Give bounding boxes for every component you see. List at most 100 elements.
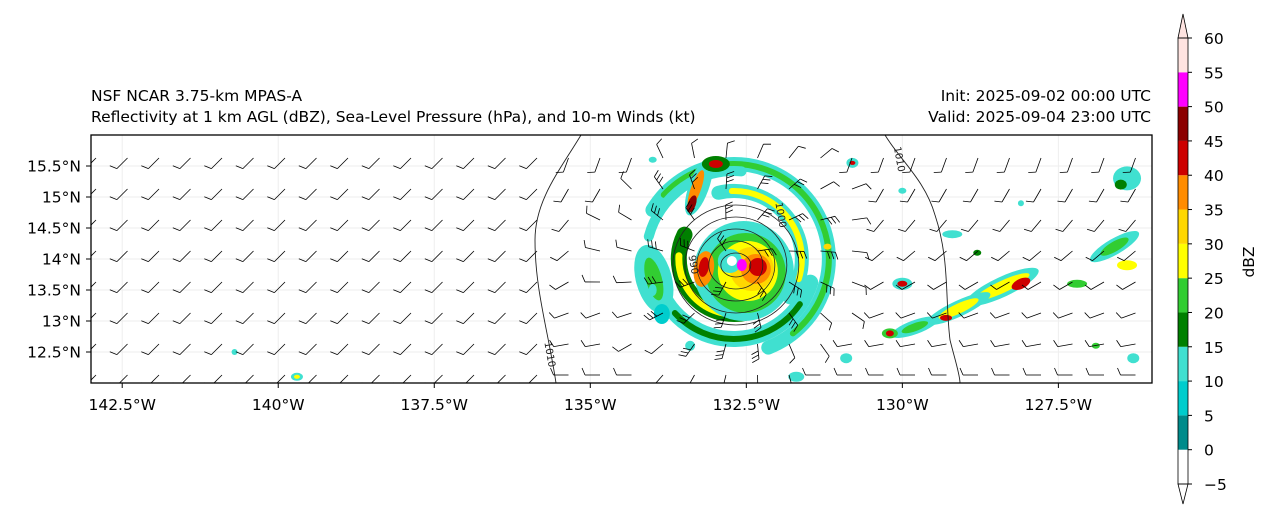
wind-barb [172, 281, 191, 293]
wind-barb [1021, 312, 1042, 319]
isobar-ring [720, 252, 752, 278]
wind-barb [298, 219, 317, 231]
wind-barb [652, 374, 664, 383]
wind-barb [393, 343, 412, 355]
wind-barb [141, 188, 160, 200]
wind-barb [267, 281, 286, 293]
pressure-contours: 1010 1010 1000 990 [534, 135, 961, 383]
wind-barb [1117, 250, 1136, 261]
wind-barb [141, 343, 160, 355]
colorbar-tick-label: −5 [1204, 476, 1227, 494]
wind-barb [788, 374, 794, 383]
wind-barb [141, 281, 160, 293]
wind-barb [1084, 340, 1105, 347]
wind-barb [788, 343, 796, 364]
wind-barb [393, 281, 412, 293]
wind-barb [895, 281, 916, 290]
wind-barb [788, 213, 809, 223]
wind-barb [456, 188, 475, 200]
wind-barb [172, 188, 191, 200]
wind-barb [644, 343, 664, 355]
colorbar-swatch [1178, 415, 1188, 450]
wind-barb [1088, 188, 1105, 203]
isobar [884, 135, 961, 383]
wind-barb [1023, 219, 1042, 232]
wind-barb [820, 312, 833, 331]
wind-barb [487, 343, 506, 355]
wind-barb [141, 250, 160, 262]
wind-barb [1055, 219, 1073, 232]
wind-barb [298, 188, 317, 200]
wind-barb [91, 281, 97, 293]
wind-barb [330, 281, 349, 293]
wind-barb [361, 219, 380, 231]
wind-barb [1122, 157, 1136, 173]
isobar-ring [696, 228, 776, 302]
wind-barb [141, 219, 160, 231]
wind-barb [267, 343, 286, 355]
wind-barb [931, 188, 947, 203]
wind-barb [141, 312, 160, 324]
wind-barb [587, 157, 601, 173]
wind-barb [1052, 312, 1073, 319]
colorbar-swatch [1178, 278, 1188, 313]
reflectivity-cell [231, 349, 238, 355]
wind-barb [204, 219, 223, 231]
wind-barb [820, 281, 835, 296]
wind-barb [519, 374, 538, 383]
wind-barb [1022, 367, 1041, 376]
wind-barb [581, 367, 600, 376]
wind-barb [864, 281, 884, 290]
wind-barb [833, 367, 852, 376]
wind-barb [583, 239, 601, 252]
wind-barb [958, 340, 979, 347]
longitude-axis: 142.5°W 140°W 137.5°W 135°W 132.5°W 130°W 127.… [88, 383, 1092, 414]
wind-barb [839, 157, 853, 173]
wind-barb [656, 138, 664, 159]
colorbar-swatch [1178, 140, 1188, 176]
wind-barb [757, 208, 775, 221]
wind-barb [851, 217, 872, 225]
reflectivity-cell [698, 257, 710, 277]
wind-barb [1084, 281, 1105, 290]
wind-barb [757, 175, 773, 190]
colorbar-swatch [1178, 381, 1188, 416]
isobar-label: 990 [686, 254, 700, 275]
colorbar-tick-label: 50 [1204, 99, 1224, 117]
reflectivity-cell [1127, 353, 1140, 364]
wind-barb [393, 219, 412, 231]
wind-barb [959, 250, 979, 261]
wind-barb [519, 250, 538, 262]
wind-barb [487, 281, 506, 293]
map-panel: 1010 1010 1000 990 142.5°W 140°W 137.5°W 135°W… [27, 134, 1153, 414]
reflectivity-cell [648, 284, 657, 296]
colorbar-label: dBZ [1240, 246, 1258, 277]
eyewall-max [748, 258, 767, 276]
lat-tick-label: 12.5°N [27, 344, 81, 362]
wind-barb [424, 343, 443, 355]
wind-barb [1053, 281, 1073, 290]
wind-barb [141, 374, 160, 383]
wind-barb [550, 367, 569, 376]
wind-barb [456, 250, 475, 262]
wind-barb [1021, 281, 1042, 290]
wind-barb [996, 157, 1010, 173]
wind-barb [618, 157, 632, 173]
wind-barb [172, 157, 191, 169]
reflectivity-cell [840, 353, 853, 364]
colorbar-frame [1177, 37, 1189, 485]
valid-time: Valid: 2025-09-04 23:00 UTC [928, 108, 1151, 126]
reflectivity-cell [1017, 200, 1024, 207]
wind-barb [393, 312, 412, 324]
colorbar-tick-label: 45 [1204, 133, 1224, 151]
wind-barb [424, 188, 443, 200]
wind-barb [555, 157, 569, 173]
wind-barb [548, 312, 569, 319]
wind-barb [958, 281, 979, 290]
wind-barb [757, 281, 767, 301]
colorbar-tick-label: 15 [1204, 339, 1224, 357]
lon-tick-label: 142.5°W [88, 396, 155, 414]
wind-barb [870, 157, 884, 173]
wind-barb [613, 367, 632, 376]
wind-barb [820, 181, 840, 190]
